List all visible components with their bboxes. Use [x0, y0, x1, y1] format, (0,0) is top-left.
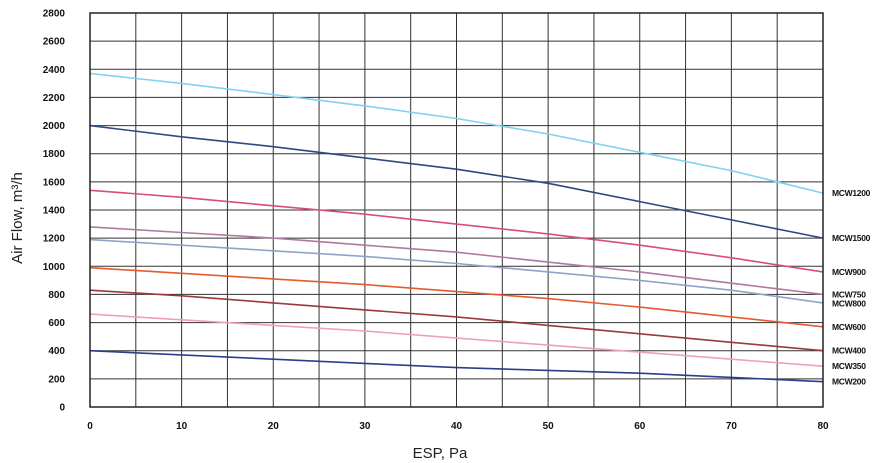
series-lines: [89, 72, 824, 383]
x-tick-label: 50: [543, 421, 555, 432]
series-line: [89, 124, 824, 239]
y-tick-label: 1000: [43, 262, 66, 273]
x-tick-label: 10: [176, 421, 188, 432]
y-tick-label: 2400: [43, 65, 66, 76]
x-tick-label: 30: [359, 421, 371, 432]
series-line: [89, 189, 824, 273]
y-tick-label: 1800: [43, 149, 66, 160]
y-tick-label: 1600: [43, 177, 66, 188]
series-label: MCW750: [832, 289, 866, 299]
plot-border: [89, 12, 824, 408]
series-line: [89, 226, 824, 296]
grid: [90, 13, 823, 407]
y-tick-label: 2000: [43, 121, 66, 132]
y-tick-label: 0: [59, 403, 65, 414]
series-label: MCW600: [832, 322, 866, 332]
x-tick-label: 0: [87, 421, 93, 432]
series-label: MCW1200: [832, 188, 871, 198]
series-label: MCW400: [832, 346, 866, 356]
x-tick-label: 40: [451, 421, 463, 432]
series-line: [89, 349, 824, 383]
series-label: MCW800: [832, 298, 866, 308]
series-label: MCW350: [832, 361, 866, 371]
series-label: MCW900: [832, 267, 866, 277]
x-tick-labels: 0 10 20 30 40 50 60 70 80: [87, 421, 829, 432]
y-tick-label: 1400: [43, 206, 66, 217]
x-tick-label: 60: [634, 421, 646, 432]
x-tick-label: 70: [726, 421, 738, 432]
y-tick-label: 400: [48, 346, 65, 357]
y-axis-label: Air Flow, m³/h: [9, 172, 26, 264]
y-tick-label: 2600: [43, 37, 66, 48]
x-axis-label: ESP, Pa: [413, 445, 468, 462]
series-line: [89, 72, 824, 194]
y-tick-label: 2800: [43, 9, 66, 20]
series-label: MCW1500: [832, 233, 871, 243]
y-tick-label: 800: [48, 290, 65, 301]
series-line: [89, 313, 824, 367]
y-tick-label: 200: [48, 374, 65, 385]
series-line: [89, 266, 824, 328]
series-line: [89, 289, 824, 352]
series-line: [89, 238, 824, 304]
y-tick-label: 2200: [43, 93, 66, 104]
y-tick-label: 600: [48, 318, 65, 329]
y-tick-label: 1200: [43, 234, 66, 245]
x-tick-label: 20: [268, 421, 280, 432]
x-tick-label: 80: [817, 421, 829, 432]
y-tick-labels: 0 200 400 600 800 1000 1200 1400 1600 1800 2000 220…: [43, 9, 66, 414]
series-label: MCW200: [832, 377, 866, 387]
